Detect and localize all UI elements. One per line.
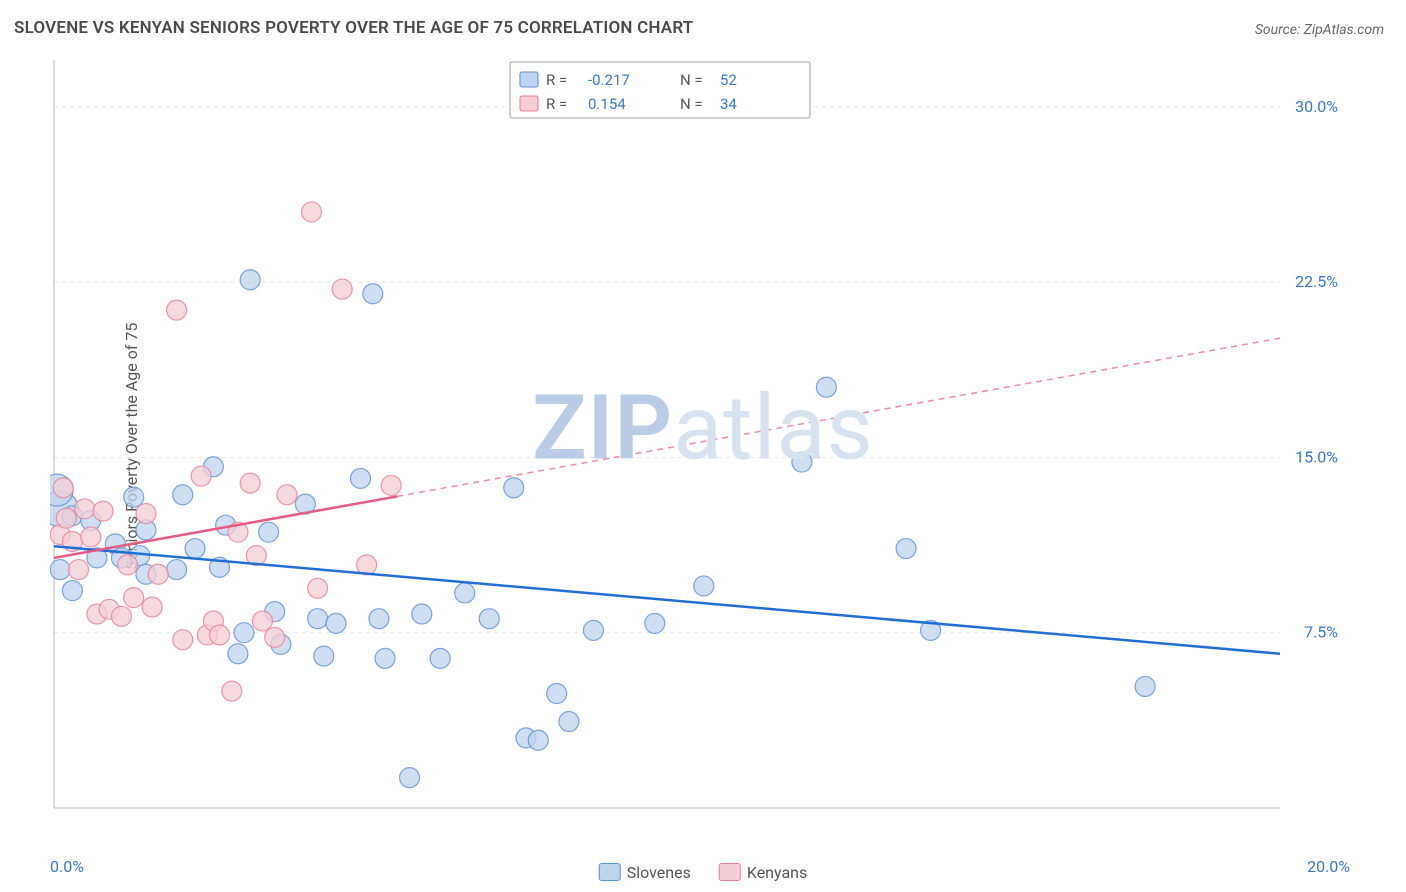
chart-container: SLOVENE VS KENYAN SENIORS POVERTY OVER T… bbox=[0, 0, 1406, 892]
svg-text:15.0%: 15.0% bbox=[1295, 447, 1338, 466]
svg-text:7.5%: 7.5% bbox=[1304, 623, 1338, 642]
chart-title: SLOVENE VS KENYAN SENIORS POVERTY OVER T… bbox=[14, 18, 693, 38]
svg-text:34: 34 bbox=[720, 95, 737, 113]
svg-text:N =: N = bbox=[680, 71, 703, 89]
svg-text:52: 52 bbox=[720, 71, 737, 89]
legend-item: Kenyans bbox=[719, 863, 807, 882]
svg-text:R =: R = bbox=[546, 71, 567, 89]
x-axis-start: 0.0% bbox=[50, 857, 84, 876]
svg-text:N =: N = bbox=[680, 95, 703, 113]
svg-text:0.154: 0.154 bbox=[588, 95, 626, 113]
legend-swatch bbox=[599, 863, 621, 881]
legend-item: Slovenes bbox=[599, 863, 691, 882]
svg-text:-0.217: -0.217 bbox=[588, 71, 630, 89]
svg-text:22.5%: 22.5% bbox=[1295, 272, 1338, 291]
scatter-plot: 7.5% 15.0% 22.5% 30.0% R = -0.217 N = 52 R = 0.15… bbox=[50, 56, 1350, 826]
x-axis-end: 20.0% bbox=[1307, 857, 1350, 876]
legend: Slovenes Kenyans bbox=[599, 863, 808, 882]
source-label: Source: ZipAtlas.com bbox=[1255, 22, 1384, 38]
svg-text:R =: R = bbox=[546, 95, 567, 113]
svg-text:30.0%: 30.0% bbox=[1295, 97, 1338, 116]
legend-swatch bbox=[719, 863, 741, 881]
